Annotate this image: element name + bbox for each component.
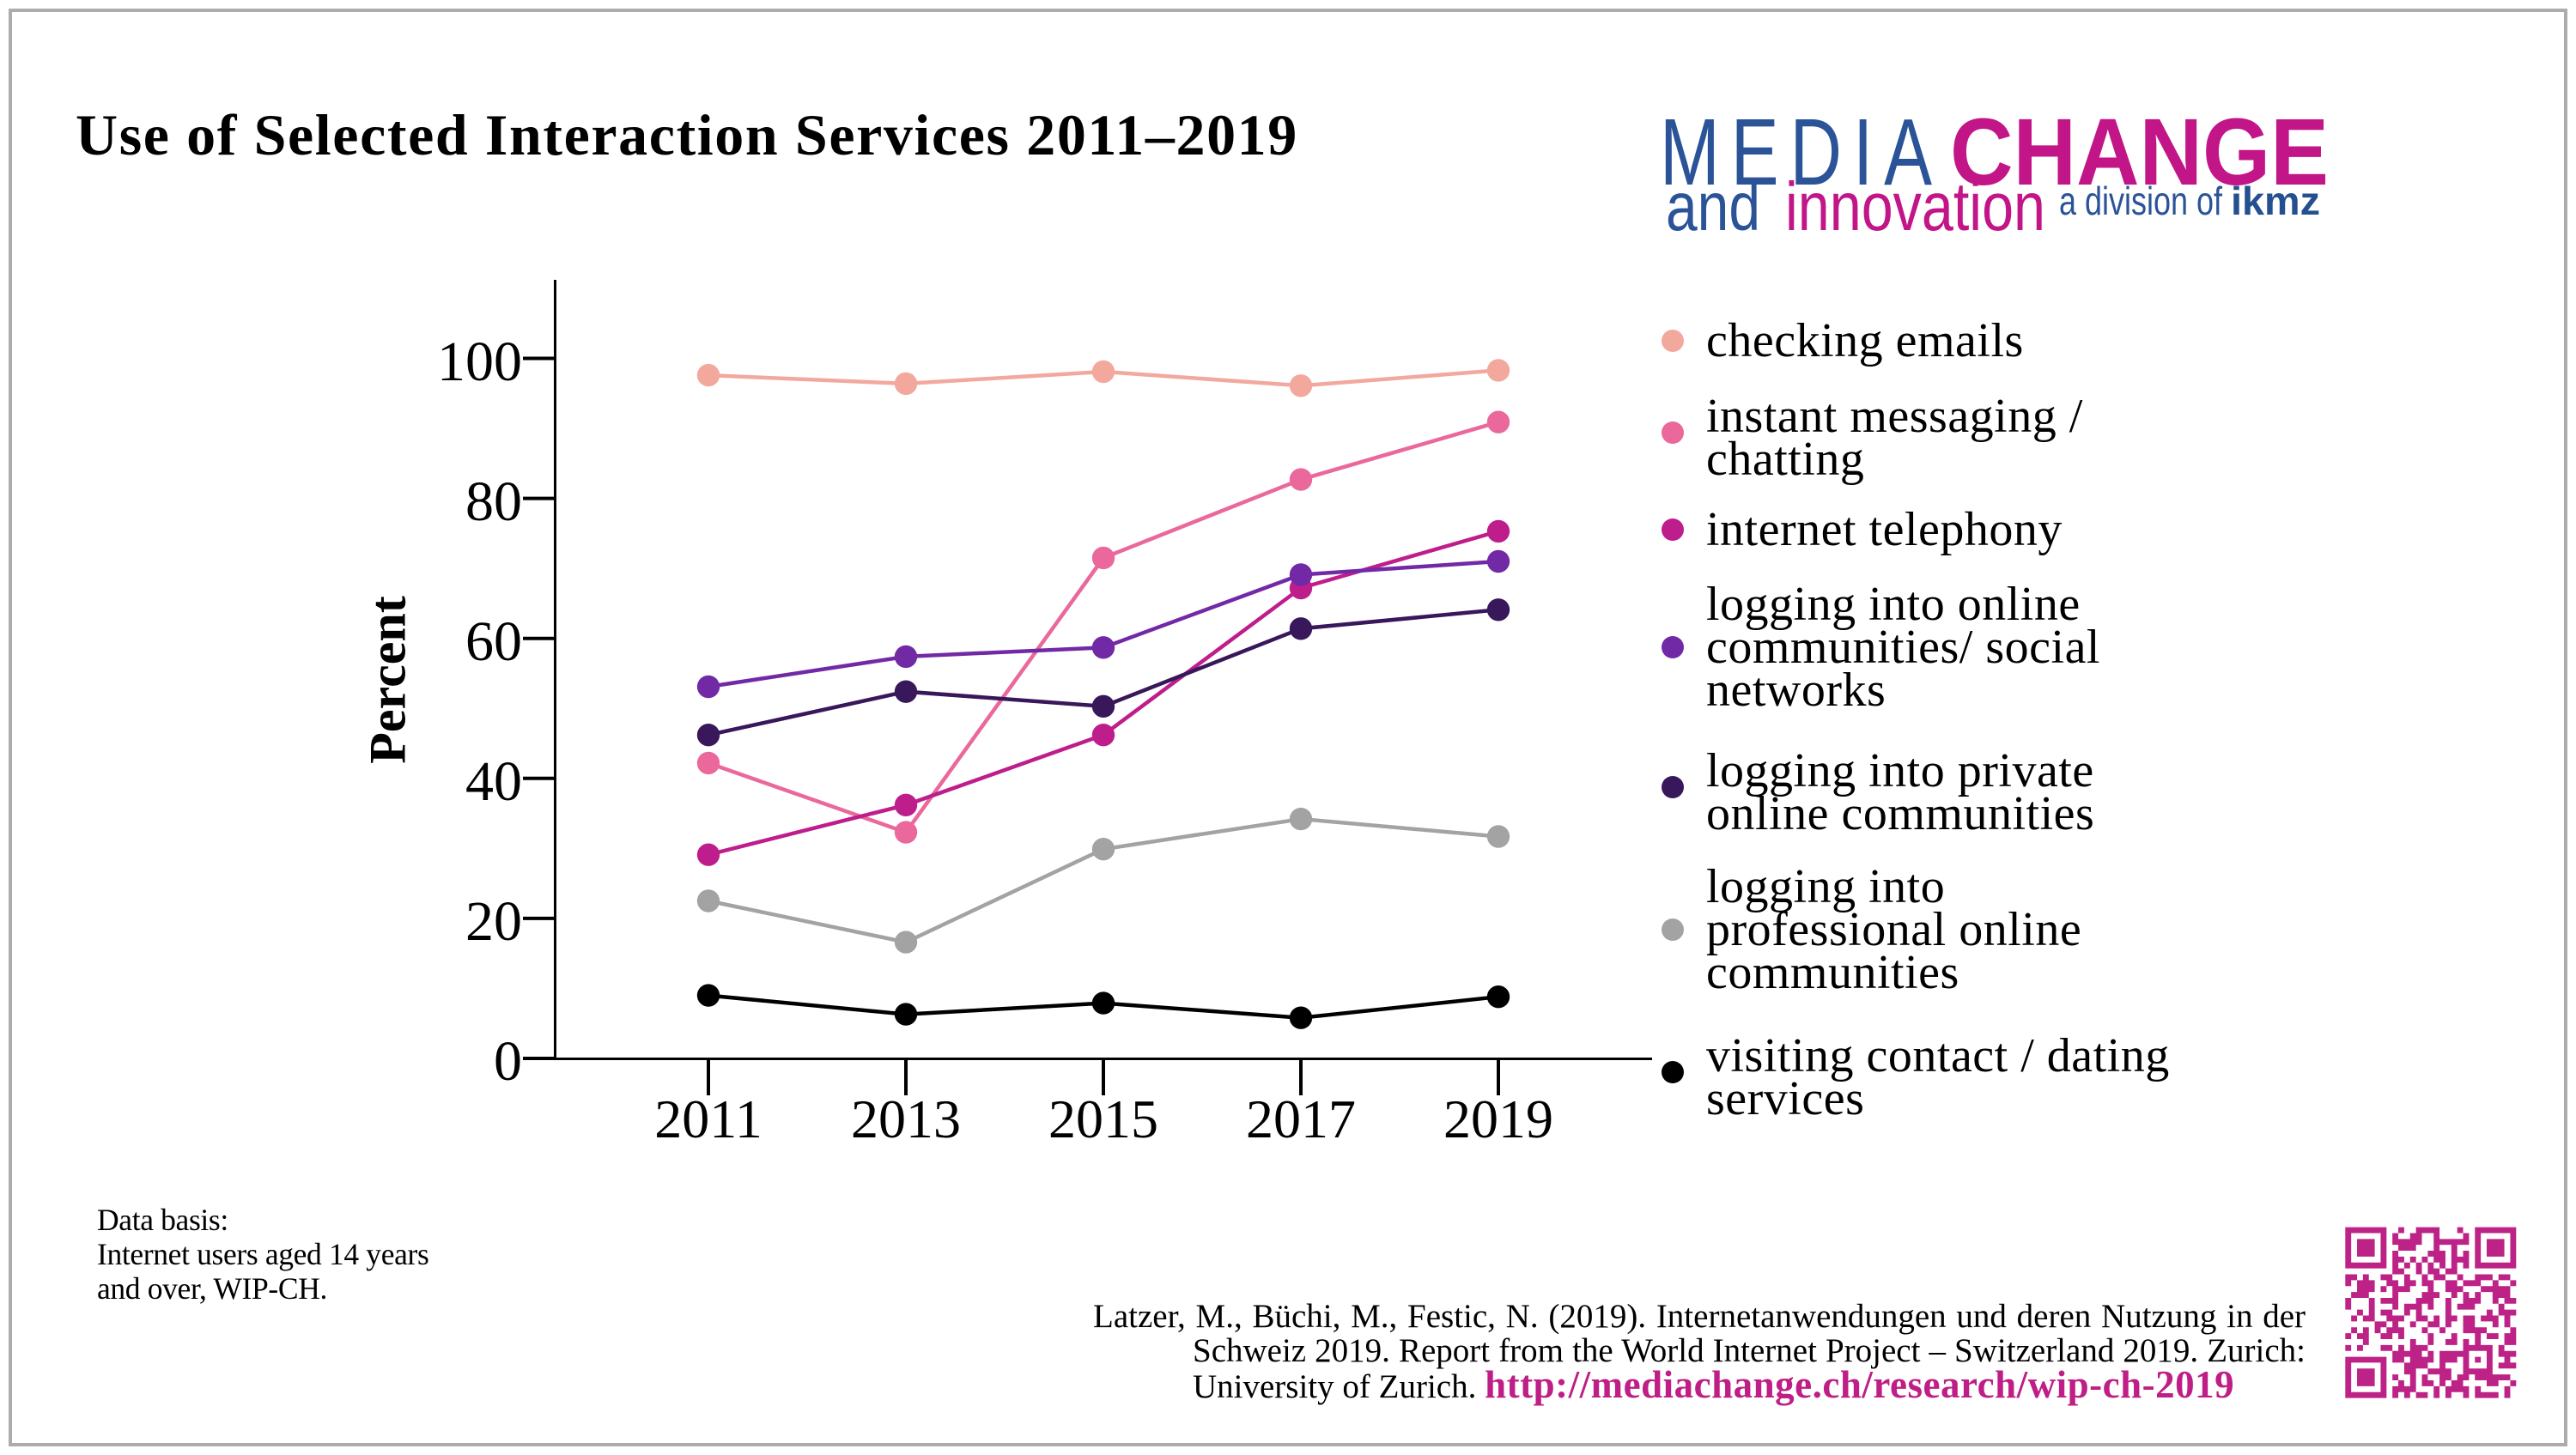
svg-text:innovation: innovation [1785, 168, 2045, 245]
svg-text:CHANGE: CHANGE [1950, 100, 2329, 205]
svg-text:ikmz: ikmz [2231, 179, 2320, 223]
svg-text:MEDIA: MEDIA [1660, 100, 1943, 205]
svg-text:a division of: a division of [2059, 179, 2222, 223]
svg-text:and: and [1666, 168, 1760, 245]
